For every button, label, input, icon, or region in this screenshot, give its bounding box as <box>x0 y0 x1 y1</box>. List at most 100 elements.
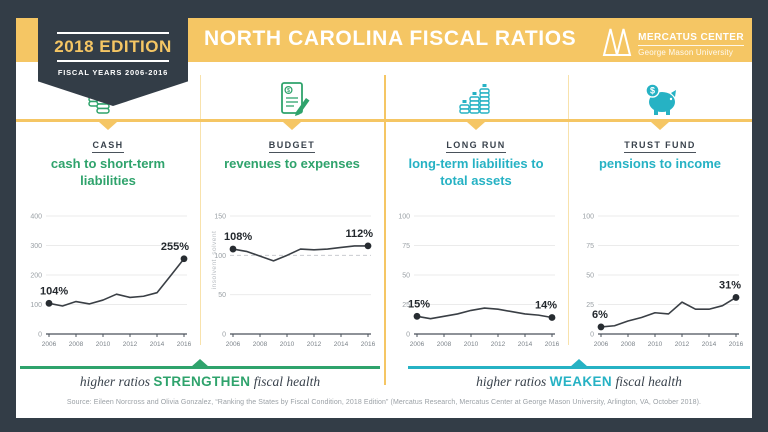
panel-trust-fund: $ TRUST FUND pensions to income 0 25 50 75 1… <box>568 62 752 366</box>
rule-pointer <box>283 122 301 130</box>
rule-pointer <box>651 122 669 130</box>
svg-text:2016: 2016 <box>545 341 560 348</box>
subtitle-long-run: long-term liabilities to total assets <box>408 156 544 188</box>
coin-stacks-icon <box>384 80 568 118</box>
svg-text:75: 75 <box>586 243 594 250</box>
fiscal-years-label: FISCAL YEARS 2006-2016 <box>57 67 169 77</box>
chart-long-term-liabilities-to-total-assets: 0 25 50 75 100 2006 2008 2010 2012 2014 2016 15% 14% <box>398 214 560 349</box>
weaken-strip <box>408 366 750 369</box>
svg-text:2006: 2006 <box>226 341 241 348</box>
panel-budget: $ BUDGET revenues to expenses 0 50 100 150 s… <box>200 62 384 366</box>
svg-text:2006: 2006 <box>42 341 57 348</box>
rule-pointer <box>99 122 117 130</box>
svg-text:150: 150 <box>214 214 226 221</box>
panel-long-run: LONG RUN long-term liabilities to total … <box>384 62 568 366</box>
svg-text:100: 100 <box>30 302 42 309</box>
svg-text:$: $ <box>650 86 655 96</box>
weaken-note: higher ratios WEAKEN fiscal health <box>408 374 750 390</box>
svg-text:200: 200 <box>30 273 42 280</box>
svg-text:2008: 2008 <box>437 341 452 348</box>
svg-text:2008: 2008 <box>253 341 268 348</box>
svg-text:300: 300 <box>30 243 42 250</box>
panel-cash: $ CASH cash to short-term liabilities 01… <box>16 62 200 366</box>
svg-text:15%: 15% <box>408 298 430 310</box>
svg-text:25: 25 <box>586 302 594 309</box>
panel-divider <box>200 75 201 345</box>
svg-text:25: 25 <box>402 302 410 309</box>
mercatus-logo-icon <box>602 27 632 62</box>
logo-subname: George Mason University <box>638 48 734 57</box>
svg-text:108%: 108% <box>224 231 252 243</box>
svg-text:104%: 104% <box>40 285 68 297</box>
svg-text:2014: 2014 <box>334 341 349 348</box>
svg-text:2010: 2010 <box>464 341 479 348</box>
chart-pensions-to-income: 0 25 50 75 100 2006 2008 2010 2012 2014 2016 6% 31% <box>582 214 744 349</box>
note-emphasis: STRENGTHEN <box>153 374 251 389</box>
svg-text:2012: 2012 <box>491 341 506 348</box>
svg-text:14%: 14% <box>535 299 557 311</box>
badge-divider <box>57 59 169 62</box>
svg-text:50: 50 <box>402 273 410 280</box>
svg-text:0: 0 <box>38 332 42 339</box>
svg-text:0: 0 <box>590 332 594 339</box>
strengthen-strip <box>20 366 380 369</box>
svg-text:100: 100 <box>214 253 226 260</box>
svg-text:2010: 2010 <box>96 341 111 348</box>
note-suffix: fiscal health <box>612 374 682 389</box>
svg-text:31%: 31% <box>719 279 741 291</box>
edition-title: 2018 EDITION <box>54 37 172 56</box>
subtitle-budget: revenues to expenses <box>224 156 360 171</box>
page-title: NORTH CAROLINA FISCAL RATIOS <box>204 27 577 50</box>
svg-text:2014: 2014 <box>702 341 717 348</box>
svg-text:6%: 6% <box>592 309 608 321</box>
svg-text:2006: 2006 <box>594 341 609 348</box>
chart-cash-to-short-term-liabilities: 0 100 200 300 400 2006 2008 2010 2012 2014 2016 104… <box>30 214 192 349</box>
svg-text:50: 50 <box>218 292 226 299</box>
svg-text:2014: 2014 <box>150 341 165 348</box>
svg-text:2014: 2014 <box>518 341 533 348</box>
subtitle-cash: cash to short-term liabilities <box>50 156 166 188</box>
budget-document-icon: $ <box>200 80 384 118</box>
note-prefix: higher ratios <box>476 374 550 389</box>
svg-text:2010: 2010 <box>280 341 295 348</box>
svg-text:2008: 2008 <box>69 341 84 348</box>
category-label-cash: CASH <box>92 140 124 153</box>
svg-text:insolvent: insolvent <box>211 259 218 289</box>
svg-text:solvent: solvent <box>211 231 218 255</box>
source-citation: Source: Eileen Norcross and Olivia Gonza… <box>66 399 702 406</box>
svg-text:2012: 2012 <box>123 341 138 348</box>
piggy-bank-icon: $ <box>568 80 752 118</box>
header-rule <box>16 119 752 122</box>
chart-revenues-to-expenses: 0 50 100 150 solvent insolvent 2006 2008 2010 201… <box>211 214 376 349</box>
category-label-long-run: LONG RUN <box>446 140 506 153</box>
svg-text:112%: 112% <box>345 228 373 240</box>
svg-text:0: 0 <box>406 332 410 339</box>
center-divider <box>384 75 386 385</box>
note-prefix: higher ratios <box>79 374 154 389</box>
category-label-budget: BUDGET <box>268 140 316 153</box>
strengthen-pointer <box>191 359 209 367</box>
svg-text:50: 50 <box>586 273 594 280</box>
svg-text:100: 100 <box>582 214 594 221</box>
svg-text:2012: 2012 <box>675 341 690 348</box>
subtitle-trust-fund: pensions to income <box>598 156 722 171</box>
mercatus-logo-text: MERCATUS CENTER George Mason University <box>638 32 744 57</box>
mercatus-logo: MERCATUS CENTER George Mason University <box>602 27 744 62</box>
note-suffix: fiscal health <box>250 374 321 389</box>
panel-divider <box>568 75 569 345</box>
svg-text:2006: 2006 <box>410 341 425 348</box>
svg-text:2016: 2016 <box>361 341 376 348</box>
svg-text:$: $ <box>287 88 290 94</box>
svg-text:2016: 2016 <box>729 341 744 348</box>
weaken-pointer <box>570 359 588 367</box>
svg-text:2010: 2010 <box>648 341 663 348</box>
rule-pointer <box>467 122 485 130</box>
strengthen-note: higher ratios STRENGTHEN fiscal health <box>20 374 380 390</box>
svg-text:2012: 2012 <box>307 341 322 348</box>
svg-text:255%: 255% <box>161 241 189 253</box>
svg-text:100: 100 <box>398 214 410 221</box>
svg-text:2016: 2016 <box>177 341 192 348</box>
logo-name: MERCATUS CENTER <box>638 32 744 46</box>
svg-text:2008: 2008 <box>621 341 636 348</box>
svg-text:0: 0 <box>222 332 226 339</box>
